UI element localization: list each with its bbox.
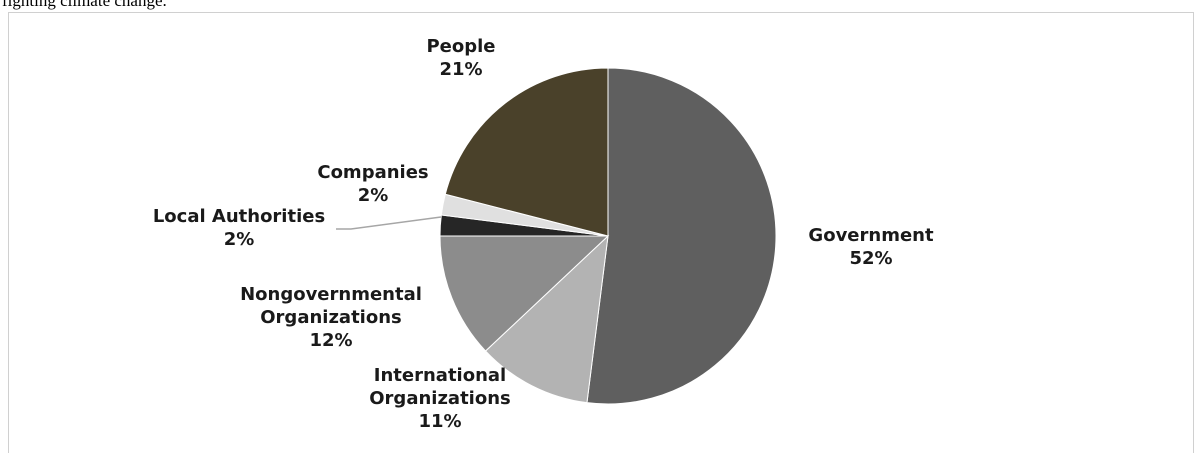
pie-slice-people: [444, 67, 609, 237]
pie-slice-international-organizations: [484, 234, 609, 404]
chart-frame: Government 52% International Organizations 1…: [8, 12, 1194, 453]
pie-slices: [439, 67, 777, 405]
slice-labels: Government 52% International Organizations 1…: [153, 36, 934, 432]
leader-line-local-authorities: [336, 216, 442, 230]
pie-chart: Government 52% International Organizations 1…: [153, 36, 934, 432]
slice-label-government: Government 52%: [808, 225, 934, 269]
pie-slice-nongovernmental-organizations: [439, 235, 610, 352]
slice-label-local-authorities: Local Authorities 2%: [153, 206, 325, 250]
slice-label-people: People 21%: [426, 36, 495, 80]
slice-label-international-organizations: International Organizations 11%: [369, 365, 511, 432]
slice-label-companies: Companies 2%: [317, 162, 428, 206]
slice-label-nongovernmental-organizations: Nongovernmental Organizations 12%: [240, 284, 422, 351]
leader-lines: [336, 216, 442, 230]
caption-text: fighting climate change.: [2, 0, 167, 10]
pie-slice-government: [586, 67, 777, 405]
